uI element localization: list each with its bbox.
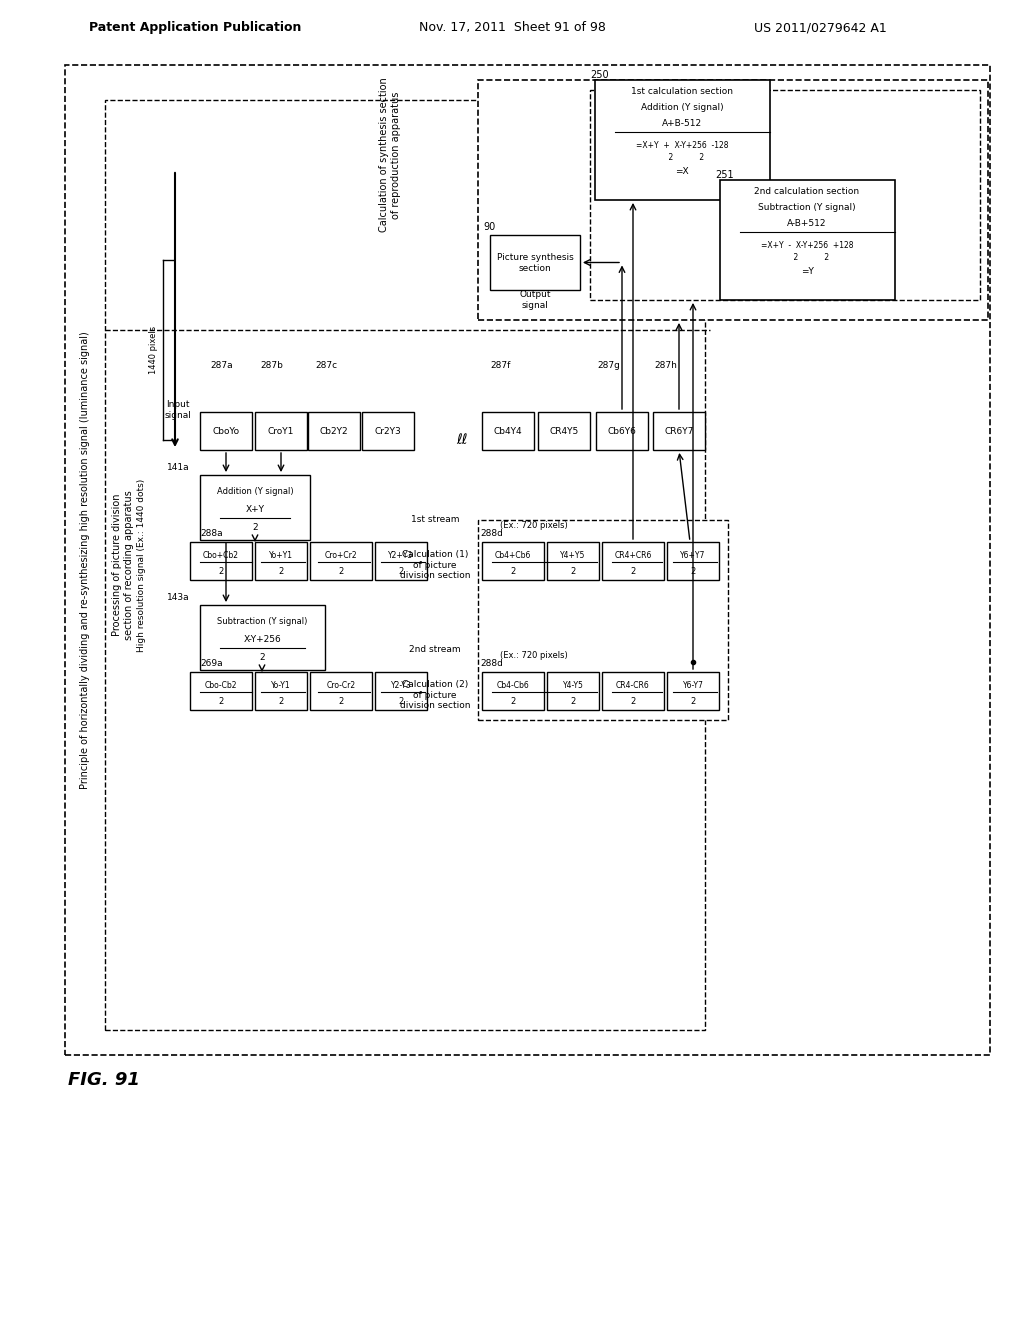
Bar — [478, 81, 988, 319]
Text: 250: 250 — [590, 70, 608, 81]
Text: =X+Y  +  X-Y+256  -128: =X+Y + X-Y+256 -128 — [636, 140, 728, 149]
Text: 2: 2 — [631, 566, 636, 576]
Text: X-Y+256: X-Y+256 — [244, 635, 282, 644]
Bar — [720, 180, 895, 300]
Text: 2: 2 — [570, 697, 575, 705]
Text: Addition (Y signal): Addition (Y signal) — [641, 103, 723, 111]
Text: 288a: 288a — [200, 529, 222, 539]
Text: Processing of picture division
section of recording apparatus: Processing of picture division section o… — [113, 490, 134, 640]
Text: 288d: 288d — [480, 529, 503, 539]
Text: =Y: =Y — [801, 268, 813, 276]
Text: High resolution signal (Ex.: 1440 dots): High resolution signal (Ex.: 1440 dots) — [137, 478, 146, 652]
Bar — [190, 672, 252, 710]
Text: Cb2Y2: Cb2Y2 — [319, 426, 348, 436]
Bar — [255, 412, 307, 450]
Bar — [547, 543, 599, 579]
Text: Y2-Y3: Y2-Y3 — [390, 681, 412, 689]
Text: 141a: 141a — [167, 462, 190, 471]
Bar — [667, 672, 719, 710]
Text: 269a: 269a — [200, 660, 222, 668]
Bar — [667, 543, 719, 579]
Bar — [200, 412, 252, 450]
Text: Cro-Cr2: Cro-Cr2 — [327, 681, 355, 689]
Bar — [105, 100, 705, 1030]
Bar — [200, 605, 325, 671]
Text: 2: 2 — [252, 524, 258, 532]
Text: Y4+Y5: Y4+Y5 — [560, 550, 586, 560]
Bar — [375, 672, 427, 710]
Bar — [653, 412, 705, 450]
Text: CboYo: CboYo — [212, 426, 240, 436]
Text: 2: 2 — [279, 566, 284, 576]
Bar — [538, 412, 590, 450]
Text: CR4-CR6: CR4-CR6 — [616, 681, 650, 689]
Text: 90: 90 — [484, 222, 496, 232]
Text: 2: 2 — [398, 697, 403, 705]
Text: A-B+512: A-B+512 — [787, 219, 826, 228]
Bar — [596, 412, 648, 450]
Bar — [375, 543, 427, 579]
Text: 2: 2 — [260, 653, 265, 663]
Text: 1440 pixels: 1440 pixels — [148, 326, 158, 374]
Text: 2: 2 — [218, 566, 223, 576]
Bar — [482, 672, 544, 710]
Bar — [255, 672, 307, 710]
Bar — [595, 81, 770, 201]
Text: Principle of horizontally dividing and re-synthesizing high resolution signal (l: Principle of horizontally dividing and r… — [80, 331, 90, 789]
Text: 2: 2 — [690, 697, 695, 705]
Text: 2           2: 2 2 — [784, 253, 829, 263]
Text: CR6Y7: CR6Y7 — [665, 426, 693, 436]
Text: Cb4Y4: Cb4Y4 — [494, 426, 522, 436]
Text: FIG. 91: FIG. 91 — [68, 1071, 140, 1089]
Text: Addition (Y signal): Addition (Y signal) — [217, 487, 293, 496]
Bar — [362, 412, 414, 450]
Text: Y6+Y7: Y6+Y7 — [680, 550, 706, 560]
Text: Patent Application Publication: Patent Application Publication — [89, 21, 301, 34]
Text: 287h: 287h — [654, 360, 677, 370]
Bar — [308, 412, 360, 450]
Text: Nov. 17, 2011  Sheet 91 of 98: Nov. 17, 2011 Sheet 91 of 98 — [419, 21, 605, 34]
Text: 287a: 287a — [210, 360, 232, 370]
Bar — [602, 672, 664, 710]
Text: 288d: 288d — [480, 660, 503, 668]
Text: 2: 2 — [510, 566, 516, 576]
Text: Cb6Y6: Cb6Y6 — [607, 426, 637, 436]
Bar — [482, 412, 534, 450]
Text: ℓℓ: ℓℓ — [457, 433, 468, 447]
Text: 2: 2 — [338, 697, 344, 705]
Text: 287b: 287b — [260, 360, 283, 370]
Bar — [200, 475, 310, 540]
Text: Cb4-Cb6: Cb4-Cb6 — [497, 681, 529, 689]
Bar — [547, 672, 599, 710]
Text: 2: 2 — [218, 697, 223, 705]
Bar — [590, 90, 980, 300]
Text: 2: 2 — [279, 697, 284, 705]
Text: X+Y: X+Y — [246, 506, 264, 515]
Bar — [310, 672, 372, 710]
Text: Cbo-Cb2: Cbo-Cb2 — [205, 681, 238, 689]
Text: 1st calculation section: 1st calculation section — [631, 87, 733, 96]
Text: US 2011/0279642 A1: US 2011/0279642 A1 — [754, 21, 887, 34]
Text: CroY1: CroY1 — [268, 426, 294, 436]
Text: Output
signal: Output signal — [519, 290, 551, 310]
Text: (Ex.: 720 pixels): (Ex.: 720 pixels) — [500, 521, 567, 531]
Text: 2: 2 — [338, 566, 344, 576]
Text: 287f: 287f — [490, 360, 510, 370]
Text: Y6-Y7: Y6-Y7 — [683, 681, 703, 689]
Text: Y4-Y5: Y4-Y5 — [562, 681, 584, 689]
Text: Calculation (1)
of picture
division section: Calculation (1) of picture division sect… — [399, 550, 470, 579]
Text: Calculation of synthesis section
of reproduction apparatus: Calculation of synthesis section of repr… — [379, 78, 400, 232]
Text: 143a: 143a — [167, 593, 190, 602]
Bar — [490, 235, 580, 290]
Text: 2: 2 — [398, 566, 403, 576]
Text: 2: 2 — [631, 697, 636, 705]
Text: Cro+Cr2: Cro+Cr2 — [325, 550, 357, 560]
Bar — [478, 520, 728, 719]
Text: Cr2Y3: Cr2Y3 — [375, 426, 401, 436]
Text: CR4+CR6: CR4+CR6 — [614, 550, 651, 560]
Text: Yo-Y1: Yo-Y1 — [271, 681, 291, 689]
Text: 2: 2 — [690, 566, 695, 576]
Bar — [255, 543, 307, 579]
Text: Picture synthesis
section: Picture synthesis section — [497, 253, 573, 273]
Text: =X: =X — [675, 168, 689, 177]
